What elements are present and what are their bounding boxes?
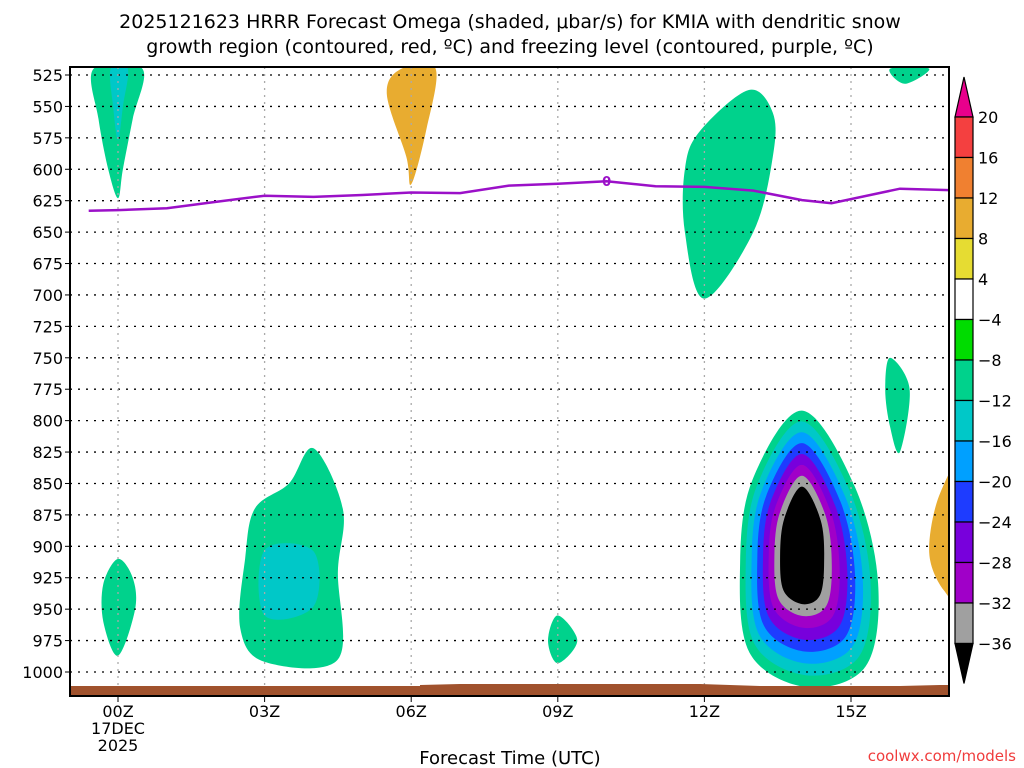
omega-region-12 bbox=[258, 543, 320, 620]
x-axis-label: Forecast Time (UTC) bbox=[419, 748, 600, 768]
colorbar-swatch-13 bbox=[954, 602, 974, 645]
colorbar-label-3: 8 bbox=[978, 230, 988, 249]
colorbar-arrow-top bbox=[954, 76, 974, 118]
colorbar-swatch-8 bbox=[954, 399, 974, 442]
omega-region-1 bbox=[109, 67, 129, 141]
y-tick-label-900: 900 bbox=[32, 537, 63, 556]
y-tick-label-725: 725 bbox=[32, 317, 63, 336]
y-tick-label-775: 775 bbox=[32, 380, 63, 399]
omega-region-2 bbox=[164, 144, 175, 207]
chart-title-line-1: 2025121623 HRRR Forecast Omega (shaded, … bbox=[119, 11, 901, 33]
chart-title-line-2: growth region (contoured, red, ºC) and f… bbox=[146, 36, 873, 58]
y-tick-label-650: 650 bbox=[32, 223, 63, 242]
omega-region-17 bbox=[929, 473, 949, 598]
x-tick-label-06Z: 06Z bbox=[396, 702, 427, 721]
freezing-level-label: 0 bbox=[602, 175, 611, 190]
y-tick-label-1000: 1000 bbox=[22, 663, 63, 682]
y-tick-label-700: 700 bbox=[32, 286, 63, 305]
y-tick-label-925: 925 bbox=[32, 569, 63, 588]
colorbar-swatch-7 bbox=[954, 359, 974, 402]
omega-region-3 bbox=[346, 67, 473, 299]
freezing-level-contour: 0 bbox=[88, 175, 949, 212]
y-tick-label-675: 675 bbox=[32, 255, 63, 274]
y-tick-label-875: 875 bbox=[32, 506, 63, 525]
y-tick-label-625: 625 bbox=[32, 192, 63, 211]
omega-region-8 bbox=[654, 411, 712, 540]
y-tick-label-950: 950 bbox=[32, 600, 63, 619]
colorbar-label-10: −24 bbox=[978, 513, 1012, 532]
colorbar-swatch-5 bbox=[954, 278, 974, 321]
colorbar-swatch-2 bbox=[954, 156, 974, 199]
y-tick-label-800: 800 bbox=[32, 412, 63, 431]
freezing-level-line bbox=[88, 179, 949, 212]
colorbar-label-8: −16 bbox=[978, 432, 1012, 451]
colorbar-swatch-6 bbox=[954, 318, 974, 361]
y-tick-label-575: 575 bbox=[32, 129, 63, 148]
colorbar-swatch-10 bbox=[954, 480, 974, 523]
omega-region-14 bbox=[548, 615, 578, 664]
colorbar-swatch-3 bbox=[954, 197, 974, 240]
colorbar-label-13: −36 bbox=[978, 635, 1012, 654]
x-tick-label-09Z: 09Z bbox=[542, 702, 573, 721]
y-tick-label-825: 825 bbox=[32, 443, 63, 462]
colorbar: 20 16 12 8 4 −4 −8 −12 −16 −20 −24 −28 −32 −36 bbox=[954, 76, 1012, 684]
omega-region-4 bbox=[386, 67, 437, 185]
omega-core-neg36 bbox=[780, 486, 825, 605]
colorbar-label-4: 4 bbox=[978, 270, 988, 289]
colorbar-label-7: −12 bbox=[978, 392, 1012, 411]
colorbar-swatch-12 bbox=[954, 561, 974, 604]
colorbar-swatch-11 bbox=[954, 521, 974, 564]
y-tick-label-525: 525 bbox=[32, 66, 63, 85]
colorbar-label-5: −4 bbox=[978, 311, 1002, 330]
terrain-fill bbox=[70, 684, 949, 696]
colorbar-swatch-9 bbox=[954, 440, 974, 483]
y-tick-label-975: 975 bbox=[32, 632, 63, 651]
colorbar-label-12: −32 bbox=[978, 594, 1012, 613]
y-tick-label-750: 750 bbox=[32, 349, 63, 368]
omega-region-6 bbox=[787, 149, 919, 390]
x-tick-label-00Z: 00Z bbox=[102, 702, 133, 721]
omega-region-10 bbox=[101, 558, 137, 656]
colorbar-label-2: 12 bbox=[978, 189, 998, 208]
colorbar-swatch-4 bbox=[954, 237, 974, 280]
colorbar-label-9: −20 bbox=[978, 473, 1012, 492]
terrain-strip bbox=[70, 684, 949, 696]
colorbar-label-6: −8 bbox=[978, 351, 1002, 370]
credit-text: coolwx.com/models bbox=[868, 747, 1016, 765]
x-tick-label-03Z: 03Z bbox=[249, 702, 280, 721]
plot-frame bbox=[69, 66, 950, 697]
x-tick-sublabel-1: 2025 bbox=[98, 736, 139, 755]
colorbar-label-0: 20 bbox=[978, 108, 998, 127]
omega-region-7 bbox=[889, 67, 930, 84]
colorbar-swatch-1 bbox=[954, 116, 974, 159]
y-tick-label-600: 600 bbox=[32, 160, 63, 179]
y-tick-label-850: 850 bbox=[32, 474, 63, 493]
omega-region-13 bbox=[381, 487, 434, 648]
x-tick-label-12Z: 12Z bbox=[689, 702, 720, 721]
x-tick-sublabel-0: 17DEC bbox=[91, 719, 145, 738]
y-tick-label-550: 550 bbox=[32, 97, 63, 116]
omega-region-5 bbox=[682, 89, 776, 299]
colorbar-arrow-bottom bbox=[954, 642, 974, 684]
omega-region-15 bbox=[885, 357, 910, 454]
omega-shaded-regions bbox=[90, 67, 949, 688]
y-axis-ticks: 525 550 575 600 625 650 675 700 725 750 775 800 825 8… bbox=[22, 66, 70, 682]
colorbar-label-1: 16 bbox=[978, 149, 998, 168]
colorbar-label-11: −28 bbox=[978, 554, 1012, 573]
x-tick-label-15Z: 15Z bbox=[835, 702, 866, 721]
